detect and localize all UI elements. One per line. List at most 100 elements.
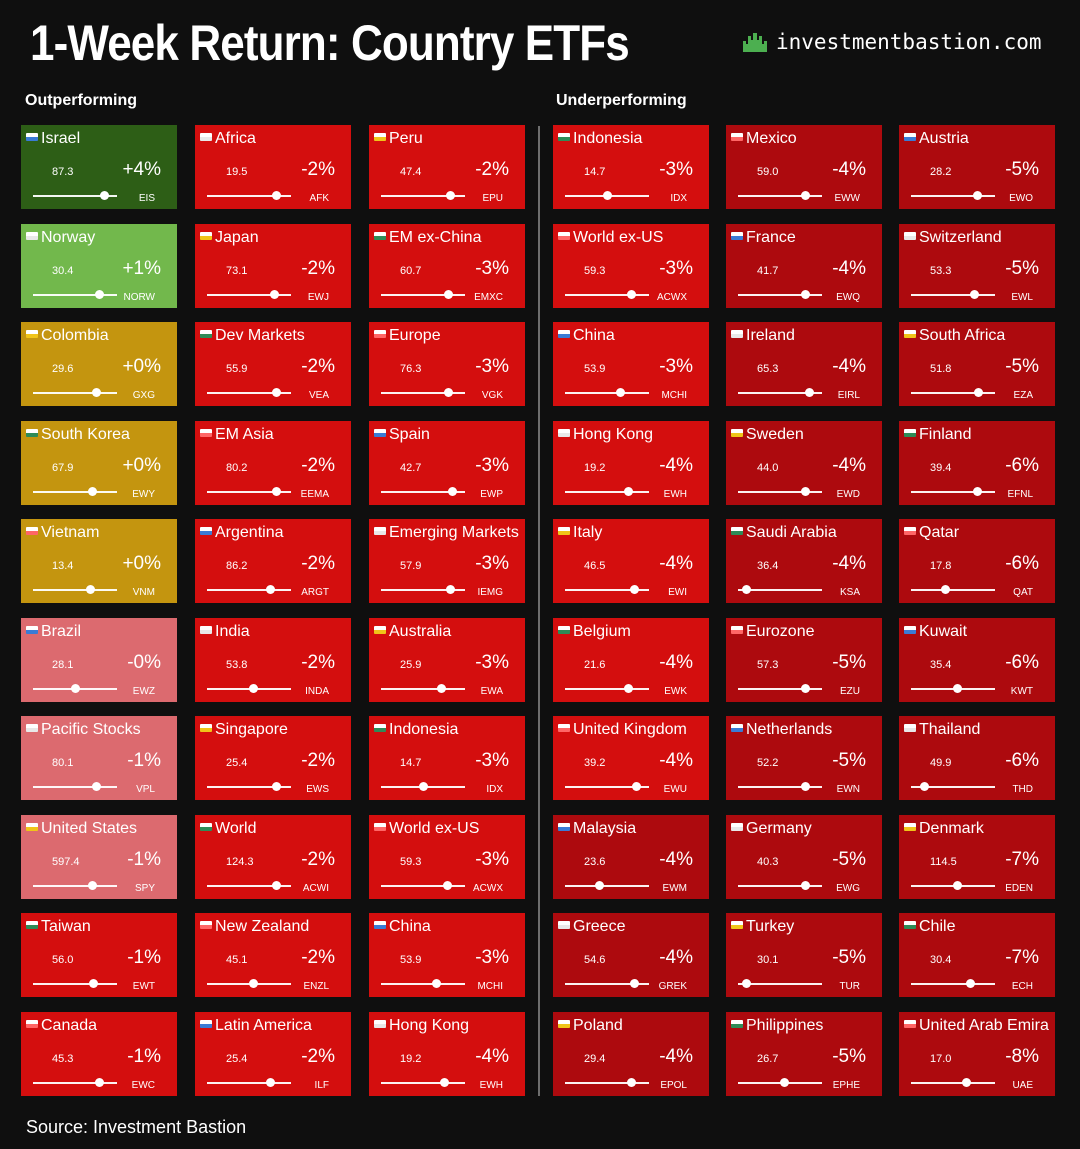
range-knob bbox=[972, 487, 982, 496]
etf-tile[interactable]: Italy 46.5 -4% EWI bbox=[553, 519, 709, 603]
etf-tile[interactable]: Indonesia 14.7 -3% IDX bbox=[369, 716, 525, 800]
tile-name: Kuwait bbox=[919, 623, 968, 640]
etf-tile[interactable]: Israel 87.3 +4% EIS bbox=[21, 125, 177, 209]
etf-tile[interactable]: World ex-US 59.3 -3% ACWX bbox=[553, 224, 709, 308]
range-track bbox=[33, 786, 117, 788]
etf-tile[interactable]: Vietnam 13.4 +0% VNM bbox=[21, 519, 177, 603]
brand[interactable]: investmentbastion.com bbox=[742, 30, 1042, 54]
etf-tile[interactable]: Netherlands 52.2 -5% EWN bbox=[726, 716, 882, 800]
etf-tile[interactable]: Peru 47.4 -2% EPU bbox=[369, 125, 525, 209]
tile-ticker: ACWX bbox=[657, 292, 687, 303]
etf-tile[interactable]: EM ex-China 60.7 -3% EMXC bbox=[369, 224, 525, 308]
etf-tile[interactable]: Finland 39.4 -6% EFNL bbox=[899, 421, 1055, 505]
etf-tile[interactable]: Mexico 59.0 -4% EWW bbox=[726, 125, 882, 209]
etf-tile[interactable]: Denmark 114.5 -7% EDEN bbox=[899, 815, 1055, 899]
tile-name: Indonesia bbox=[389, 721, 459, 738]
etf-tile[interactable]: Eurozone 57.3 -5% EZU bbox=[726, 618, 882, 702]
tile-price: 39.2 bbox=[584, 757, 606, 769]
etf-tile[interactable]: World 124.3 -2% ACWI bbox=[195, 815, 351, 899]
etf-tile[interactable]: South Africa 51.8 -5% EZA bbox=[899, 322, 1055, 406]
etf-tile[interactable]: Australia 25.9 -3% EWA bbox=[369, 618, 525, 702]
etf-tile[interactable]: Europe 76.3 -3% VGK bbox=[369, 322, 525, 406]
tile-return: -3% bbox=[659, 258, 693, 279]
etf-tile[interactable]: EM Asia 80.2 -2% EEMA bbox=[195, 421, 351, 505]
range-knob bbox=[953, 684, 963, 693]
etf-tile[interactable]: Africa 19.5 -2% AFK bbox=[195, 125, 351, 209]
etf-tile[interactable]: China 53.9 -3% MCHI bbox=[553, 322, 709, 406]
etf-tile[interactable]: Norway 30.4 +1% NORW bbox=[21, 224, 177, 308]
tile-ticker: TUR bbox=[839, 981, 860, 992]
tile-ticker: EPHE bbox=[832, 1080, 860, 1091]
flag-icon bbox=[200, 527, 212, 535]
etf-tile[interactable]: Philippines 26.7 -5% EPHE bbox=[726, 1012, 882, 1096]
etf-tile[interactable]: Germany 40.3 -5% EWG bbox=[726, 815, 882, 899]
tile-ticker: EWK bbox=[664, 686, 687, 697]
range-knob bbox=[94, 1078, 104, 1087]
flag-icon bbox=[558, 823, 570, 831]
etf-tile[interactable]: India 53.8 -2% INDA bbox=[195, 618, 351, 702]
etf-tile[interactable]: Brazil 28.1 -0% EWZ bbox=[21, 618, 177, 702]
etf-tile[interactable]: Singapore 25.4 -2% EWS bbox=[195, 716, 351, 800]
etf-tile[interactable]: Greece 54.6 -4% GREK bbox=[553, 913, 709, 997]
etf-tile[interactable]: Japan 73.1 -2% EWJ bbox=[195, 224, 351, 308]
etf-tile[interactable]: Austria 28.2 -5% EWO bbox=[899, 125, 1055, 209]
etf-tile[interactable]: Dev Markets 55.9 -2% VEA bbox=[195, 322, 351, 406]
tile-price: 19.2 bbox=[400, 1053, 422, 1065]
range-track bbox=[911, 1082, 995, 1084]
etf-tile[interactable]: China 53.9 -3% MCHI bbox=[369, 913, 525, 997]
etf-tile[interactable]: United Kingdom 39.2 -4% EWU bbox=[553, 716, 709, 800]
etf-tile[interactable]: Hong Kong 19.2 -4% EWH bbox=[553, 421, 709, 505]
etf-tile[interactable]: Chile 30.4 -7% ECH bbox=[899, 913, 1055, 997]
etf-tile[interactable]: Turkey 30.1 -5% TUR bbox=[726, 913, 882, 997]
tile-price: 45.1 bbox=[226, 954, 248, 966]
etf-tile[interactable]: Malaysia 23.6 -4% EWM bbox=[553, 815, 709, 899]
flag-icon bbox=[200, 1020, 212, 1028]
range-track bbox=[738, 1082, 822, 1084]
etf-tile[interactable]: France 41.7 -4% EWQ bbox=[726, 224, 882, 308]
tile-return: -6% bbox=[1005, 750, 1039, 771]
tile-price: 53.8 bbox=[226, 659, 248, 671]
etf-tile[interactable]: Qatar 17.8 -6% QAT bbox=[899, 519, 1055, 603]
etf-tile[interactable]: Indonesia 14.7 -3% IDX bbox=[553, 125, 709, 209]
tile-name: World bbox=[215, 820, 257, 837]
etf-tile[interactable]: United Arab Emira 17.0 -8% UAE bbox=[899, 1012, 1055, 1096]
range-track bbox=[911, 688, 995, 690]
tile-name: United Arab Emira bbox=[919, 1017, 1049, 1034]
etf-tile[interactable]: South Korea 67.9 +0% EWY bbox=[21, 421, 177, 505]
etf-tile[interactable]: Latin America 25.4 -2% ILF bbox=[195, 1012, 351, 1096]
etf-tile[interactable]: Poland 29.4 -4% EPOL bbox=[553, 1012, 709, 1096]
flag-icon bbox=[26, 626, 38, 634]
etf-tile[interactable]: Colombia 29.6 +0% GXG bbox=[21, 322, 177, 406]
tile-ticker: EWG bbox=[836, 883, 860, 894]
etf-tile[interactable]: Spain 42.7 -3% EWP bbox=[369, 421, 525, 505]
range-knob bbox=[87, 487, 97, 496]
etf-tile[interactable]: New Zealand 45.1 -2% ENZL bbox=[195, 913, 351, 997]
range-knob bbox=[801, 881, 811, 890]
etf-tile[interactable]: Belgium 21.6 -4% EWK bbox=[553, 618, 709, 702]
tile-price: 52.2 bbox=[757, 757, 779, 769]
etf-tile[interactable]: Saudi Arabia 36.4 -4% KSA bbox=[726, 519, 882, 603]
etf-tile[interactable]: Ireland 65.3 -4% EIRL bbox=[726, 322, 882, 406]
etf-tile[interactable]: Kuwait 35.4 -6% KWT bbox=[899, 618, 1055, 702]
etf-tile[interactable]: Canada 45.3 -1% EWC bbox=[21, 1012, 177, 1096]
flag-icon bbox=[731, 330, 743, 338]
etf-tile[interactable]: Taiwan 56.0 -1% EWT bbox=[21, 913, 177, 997]
tile-price: 80.1 bbox=[52, 757, 74, 769]
range-knob bbox=[801, 487, 811, 496]
tile-return: +4% bbox=[122, 159, 161, 180]
etf-tile[interactable]: Argentina 86.2 -2% ARGT bbox=[195, 519, 351, 603]
flag-icon bbox=[200, 823, 212, 831]
etf-tile[interactable]: Emerging Markets 57.9 -3% IEMG bbox=[369, 519, 525, 603]
etf-tile[interactable]: Pacific Stocks 80.1 -1% VPL bbox=[21, 716, 177, 800]
etf-tile[interactable]: Hong Kong 19.2 -4% EWH bbox=[369, 1012, 525, 1096]
etf-tile[interactable]: Switzerland 53.3 -5% EWL bbox=[899, 224, 1055, 308]
etf-tile[interactable]: United States 597.4 -1% SPY bbox=[21, 815, 177, 899]
range-knob bbox=[624, 487, 633, 496]
etf-tile[interactable]: Sweden 44.0 -4% EWD bbox=[726, 421, 882, 505]
tile-ticker: EWT bbox=[132, 981, 155, 992]
range-knob bbox=[266, 585, 275, 594]
etf-tile[interactable]: World ex-US 59.3 -3% ACWX bbox=[369, 815, 525, 899]
tile-name: Taiwan bbox=[41, 918, 91, 935]
etf-tile[interactable]: Thailand 49.9 -6% THD bbox=[899, 716, 1055, 800]
tile-return: -2% bbox=[301, 553, 335, 574]
